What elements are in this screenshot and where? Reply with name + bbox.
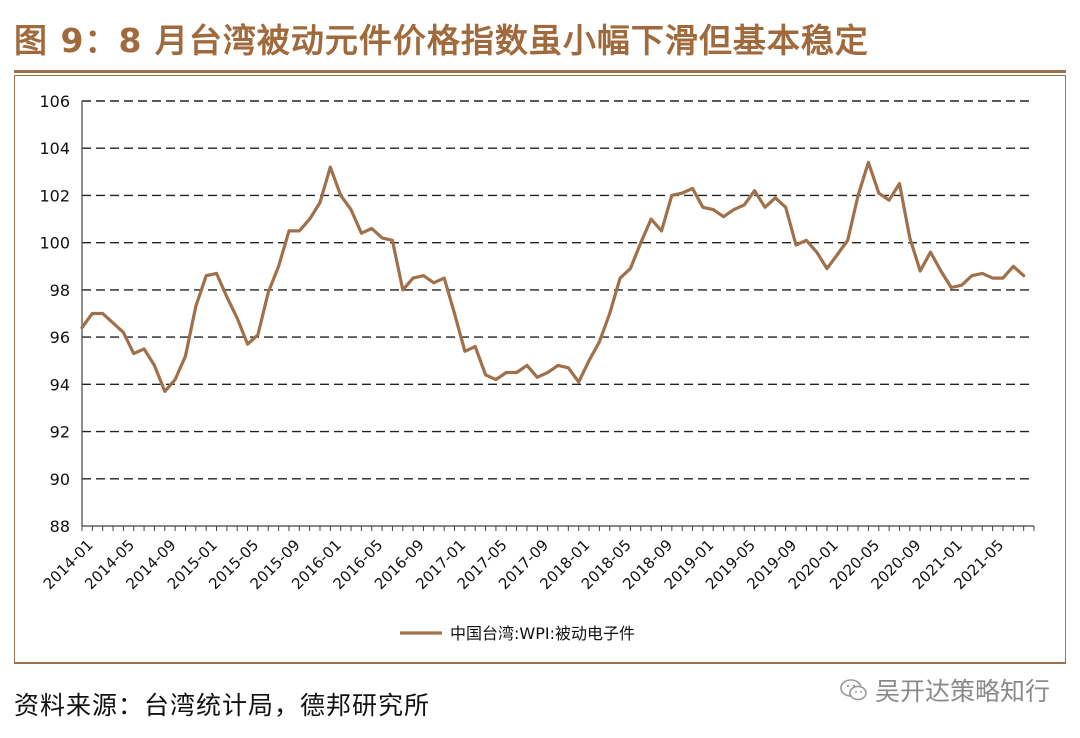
source-note: 资料来源：台湾统计局，德邦研究所 [14,691,431,720]
watermark-text: 吴开达策略知行 [874,677,1050,706]
wechat-icon [840,679,867,701]
watermark: 吴开达策略知行 [839,672,1050,708]
title-rule [14,70,1066,73]
y-tick-label: 102 [39,186,70,205]
y-tick-label: 104 [39,139,70,158]
y-tick-label: 88 [50,517,70,536]
chart-frame [14,76,1066,664]
y-tick-label: 106 [39,92,70,111]
figure-title: 图 9：8 月台湾被动元件价格指数虽小幅下滑但基本稳定 [14,21,869,60]
y-tick-label: 100 [39,234,70,253]
series-line [80,160,1026,393]
y-tick-label: 98 [50,281,70,300]
bottom-rule [14,662,1066,664]
y-tick-label: 94 [50,375,70,394]
title-rule-thin [14,75,1066,76]
y-tick-label: 96 [50,328,70,347]
legend-label: 中国台湾:WPI:被动电子件 [450,624,635,643]
y-tick-label: 90 [50,470,70,489]
y-tick-label: 92 [50,423,70,442]
